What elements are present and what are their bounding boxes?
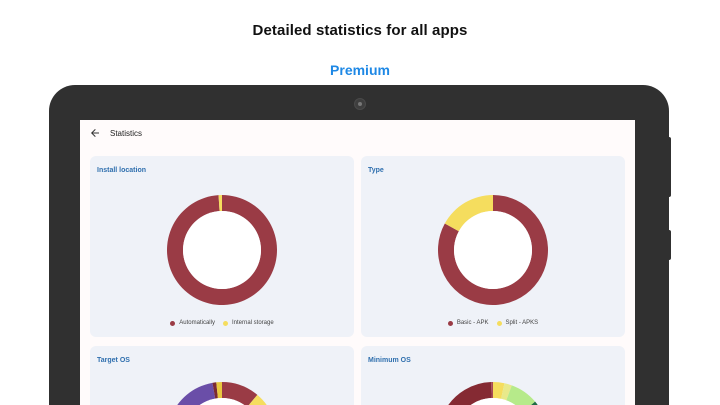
type-donut-chart[interactable] <box>438 195 548 305</box>
donut-hole <box>470 398 516 405</box>
target-os-donut-chart[interactable] <box>167 382 277 405</box>
chart-segment[interactable] <box>445 382 492 405</box>
premium-label: Premium <box>330 62 390 78</box>
chart-legend: Automatically Internal storage <box>90 320 354 326</box>
legend-label: Internal storage <box>231 320 274 326</box>
legend-item[interactable]: Internal storage <box>222 320 274 326</box>
chart-segment[interactable] <box>170 382 216 405</box>
app-screen: Statistics Install location Automaticall… <box>80 120 635 405</box>
minimum-os-donut-chart[interactable] <box>438 382 548 405</box>
donut-hole <box>454 211 532 289</box>
camera-icon <box>354 98 366 110</box>
chart-segment[interactable] <box>501 383 512 401</box>
chart-segment[interactable] <box>493 382 505 399</box>
legend-dot-icon <box>170 320 176 326</box>
chart-segment[interactable] <box>444 195 493 232</box>
chart-segment[interactable] <box>491 382 493 399</box>
target-os-card: Target OS <box>90 346 354 405</box>
chart-segment[interactable] <box>523 401 542 405</box>
legend-label: Automatically <box>179 320 215 326</box>
install-location-card: Install location Automatically Internal … <box>90 156 354 337</box>
tablet-volume-button <box>667 230 671 260</box>
chart-segment[interactable] <box>506 385 536 405</box>
promo-headline: Detailed statistics for all apps <box>252 22 468 39</box>
legend-dot-icon <box>496 320 502 326</box>
chart-legend: Basic - APK Split - APKS <box>361 320 625 326</box>
card-title: Type <box>368 167 384 174</box>
tablet-power-button <box>667 137 671 197</box>
legend-item[interactable]: Basic - APK <box>447 320 489 326</box>
donut-hole <box>199 398 245 405</box>
card-title: Install location <box>97 167 147 174</box>
arrow-left-icon <box>91 129 99 137</box>
type-card: Type Basic - APK Split - APKS <box>361 156 625 337</box>
minimum-os-card: Minimum OS <box>361 346 625 405</box>
chart-segment[interactable] <box>247 394 267 405</box>
install-location-donut-chart[interactable] <box>167 195 277 305</box>
card-title: Target OS <box>97 357 130 364</box>
legend-item[interactable]: Split - APKS <box>496 320 539 326</box>
chart-segment[interactable] <box>218 195 222 212</box>
legend-label: Basic - APK <box>456 320 489 326</box>
chart-segment[interactable] <box>216 382 222 399</box>
app-bar: Statistics <box>80 120 635 150</box>
legend-item[interactable]: Automatically <box>170 320 215 326</box>
chart-segment[interactable] <box>222 382 258 405</box>
legend-dot-icon <box>447 320 453 326</box>
page-title: Statistics <box>110 129 143 138</box>
chart-segment[interactable] <box>212 382 218 399</box>
card-title: Minimum OS <box>368 357 411 364</box>
back-arrow-icon[interactable] <box>89 127 103 141</box>
legend-dot-icon <box>222 320 228 326</box>
donut-hole <box>183 211 261 289</box>
legend-label: Split - APKS <box>505 320 539 326</box>
